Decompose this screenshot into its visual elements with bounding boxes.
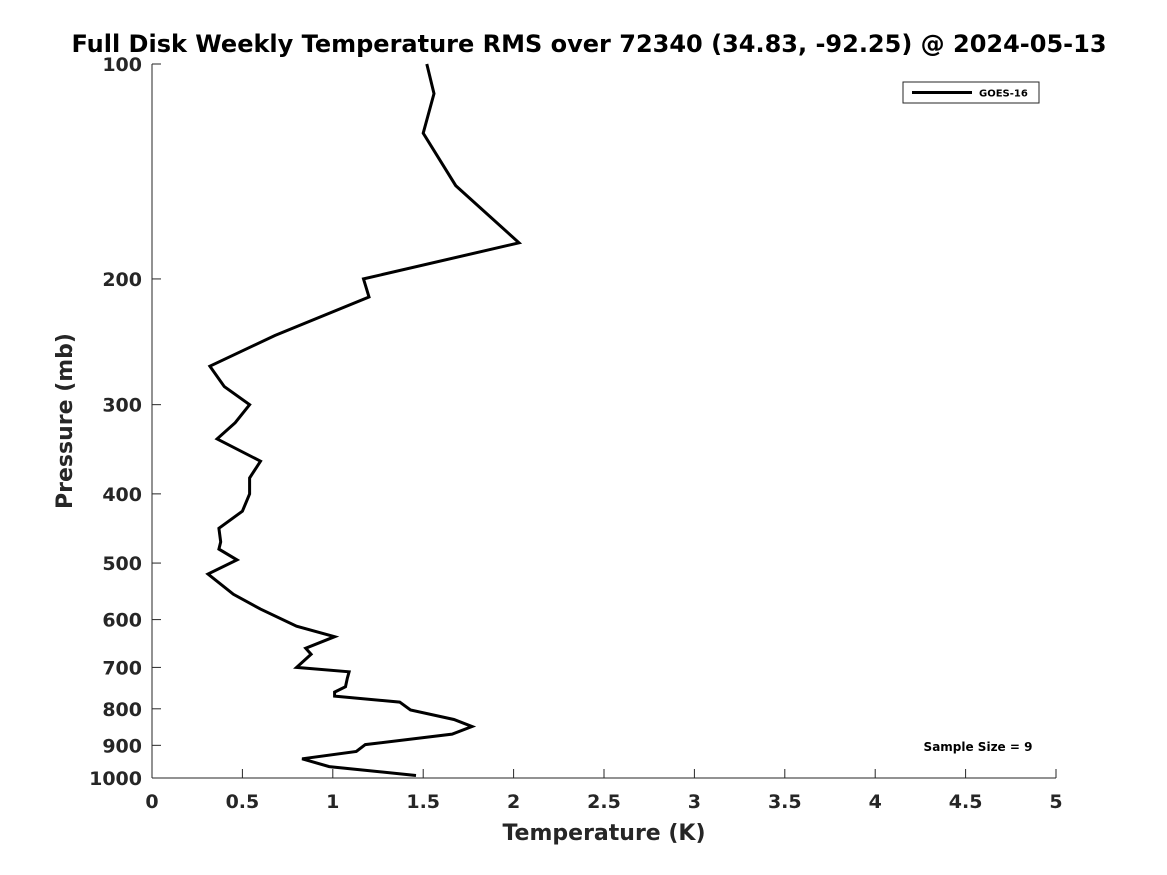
x-tick-label: 4.5 [949, 791, 983, 813]
y-axis-label: Pressure (mb) [53, 333, 78, 509]
y-tick-label: 200 [102, 269, 142, 291]
x-axis: 0 0.5 1 1.5 2 2.5 3 3.5 4 4.5 5 [145, 769, 1063, 813]
x-tick-label: 3.5 [768, 791, 802, 813]
y-tick-label: 600 [102, 610, 142, 632]
y-tick-label: 800 [102, 699, 142, 721]
y-tick-label: 100 [102, 54, 142, 76]
x-tick-label: 0.5 [226, 791, 260, 813]
x-tick-label: 2.5 [587, 791, 621, 813]
y-tick-label: 900 [102, 735, 142, 757]
x-axis-label: Temperature (K) [502, 821, 705, 846]
x-tick-label: 1 [326, 791, 339, 813]
x-tick-label: 5 [1049, 791, 1062, 813]
y-tick-label: 1000 [89, 768, 142, 790]
y-tick-label: 700 [102, 657, 142, 679]
x-tick-label: 4 [869, 791, 882, 813]
y-axis: 100 200 300 400 500 600 700 800 900 1000 [89, 54, 161, 790]
y-tick-label: 300 [102, 395, 142, 417]
x-tick-label: 1.5 [406, 791, 440, 813]
y-tick-label: 400 [102, 484, 142, 506]
sample-size-annotation: Sample Size = 9 [924, 740, 1033, 754]
legend: GOES-16 [902, 81, 1040, 104]
series-line-goes-16 [205, 63, 523, 777]
axes-box [151, 64, 1056, 779]
series-layer [205, 63, 523, 777]
legend-label: GOES-16 [979, 89, 1028, 100]
chart-title: Full Disk Weekly Temperature RMS over 72… [71, 30, 1106, 58]
x-tick-label: 2 [507, 791, 520, 813]
y-tick-label: 500 [102, 553, 142, 575]
x-tick-label: 3 [688, 791, 701, 813]
x-tick-label: 0 [145, 791, 158, 813]
